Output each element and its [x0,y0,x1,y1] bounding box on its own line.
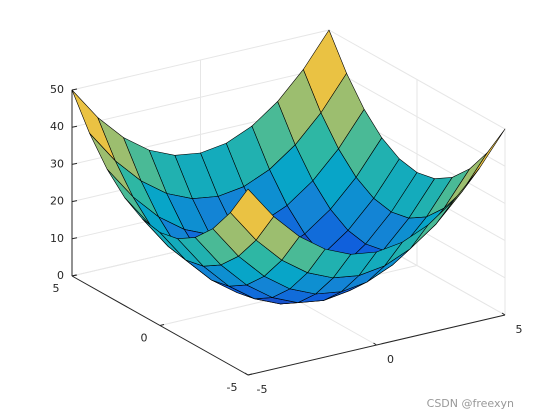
tick [373,342,377,346]
y-tick-label: -5 [227,381,238,394]
tick [71,88,78,91]
x-tick-label: -5 [257,383,268,396]
tick [71,125,78,128]
x-tick-label: 0 [387,353,394,366]
tick [71,162,78,165]
z-tick-label: 20 [50,195,64,208]
tick [71,200,78,203]
tick [71,274,77,277]
z-tick-label: 30 [50,157,64,170]
surface-face [230,188,275,241]
tick [71,237,78,240]
y-tick-label: 0 [141,332,148,345]
tick [501,312,506,316]
tick [159,324,165,326]
z-tick-label: 0 [57,269,64,282]
z-tick-label: 40 [50,120,64,133]
z-tick-label: 50 [50,83,64,96]
tick [247,373,253,376]
z-tick-label: 10 [50,232,64,245]
y-tick-label: 5 [53,282,60,295]
watermark: CSDN @freexyn [427,397,514,410]
tick [244,372,249,376]
x-tick-label: 5 [516,323,523,336]
